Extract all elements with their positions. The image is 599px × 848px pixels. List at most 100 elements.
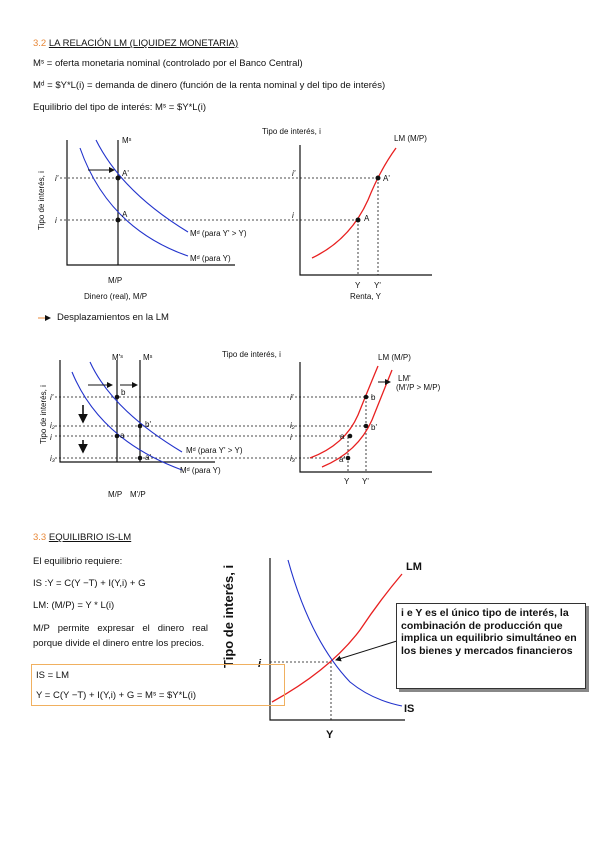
curve [309,365,379,459]
label: i [55,216,57,225]
point [137,423,143,429]
section-title: EQUILIBRIO IS-LM [48,532,132,543]
label: M'/P [130,490,146,499]
figure-islm: Tipo de interés, i LM IS i Y [221,558,422,741]
figure-shift-left: M'ˢ Mˢ Tipo de interés, i i' i₂ i i₃ b b… [39,353,372,499]
label: i' [290,393,294,402]
y-axis-label: Tipo de interés, i [37,171,46,230]
label: (M'/P > M/P) [396,383,441,392]
label: i₂ [50,421,55,430]
curve [60,177,380,275]
curve [269,558,405,721]
label: i' [55,174,59,183]
section-number: 3.2 [33,38,47,49]
paragraph: M/P permite expresar el dinero real porq… [33,623,208,649]
label: LM' [398,374,411,383]
label: Tipo de interés, i [222,350,281,359]
label: a [340,432,345,441]
label: i₃ [50,454,55,463]
curve [287,559,403,707]
y-axis-label: Tipo de interés, i [221,565,236,668]
label: Mᵈ (para Y' > Y) [186,446,243,455]
label: a [120,431,125,440]
curve [299,145,432,276]
label: i₂ [290,421,295,430]
curve [321,369,393,468]
label: i [290,433,292,442]
text-line: Equilibrio del tipo de interés: Mˢ = $Y*… [33,102,206,113]
section-heading: 3.3 EQUILIBRIO IS-LM [33,532,131,543]
label: b [121,388,126,397]
label: M'ˢ [112,353,123,362]
point [363,394,369,400]
curve [270,661,332,720]
curve [71,371,183,471]
curve [271,573,403,703]
label: A' [122,169,129,178]
curve [66,140,235,266]
text-line: Mᵈ = $Y*L(i) = demanda de dinero (funció… [33,80,386,91]
curve [299,362,432,473]
label: M/P [108,276,122,285]
point [114,394,120,400]
label: Y [355,281,361,290]
curve [89,361,183,453]
figure-lm-left: Mˢ Tipo de interés, i i' i A' A Mᵈ (para… [37,136,380,301]
label: LM (M/P) [394,134,427,143]
curve [55,396,372,472]
text-line: El equilibrio requiere: [33,556,123,567]
label: A [122,210,128,219]
label: M/P [108,490,122,499]
label: Y [344,477,350,486]
callout: i e Y es el único tipo de interés, la co… [396,603,586,689]
section-number: 3.3 [33,532,47,543]
highlight-box: IS = LM Y = C(Y −T) + I(Y,i) + G = Mˢ = … [31,664,285,706]
label: A [364,214,370,223]
label: Mˢ [143,353,153,362]
point [115,175,121,181]
curve [311,147,397,259]
label: i' [292,169,296,178]
label: Y' [362,477,369,486]
label: Y [326,729,334,741]
label: Tipo de interés, i [262,127,321,136]
point [137,455,143,461]
label: i [292,211,294,220]
label: Mᵈ (para Y' > Y) [190,229,247,238]
point [375,175,381,181]
label: a' [145,453,151,462]
text-line: Mˢ = oferta monetaria nominal (controlad… [33,58,303,69]
label: IS [404,703,414,715]
section-heading: 3.2 LA RELACIÓN LM (LIQUIDEZ MONETARIA) [33,38,238,49]
text-line: IS = LM [36,670,69,681]
point [363,423,369,429]
point [355,217,361,223]
text-line: IS :Y = C(Y −T) + I(Y,i) + G [33,578,146,589]
point [114,433,120,439]
label: Y' [374,281,381,290]
text-line: Y = C(Y −T) + I(Y,i) + G = Mˢ = $Y*L(i) [36,690,197,701]
point [347,433,353,439]
label: i' [50,393,54,402]
y-axis-label: Tipo de interés, i [39,385,48,444]
point [345,455,351,461]
label: i [50,433,52,442]
figure-shift-right: Tipo de interés, i LM (M/P) LM' (M'/P > … [222,350,441,486]
label: b' [371,423,377,432]
text-line: LM: (M/P) = Y * L(i) [33,600,115,611]
label: Mᵈ (para Y) [190,254,231,263]
curve [79,147,189,257]
point [115,217,121,223]
label: LM (M/P) [378,353,411,362]
curve [95,139,189,233]
label: Mᵈ (para Y) [180,466,221,475]
label: Mˢ [122,136,132,145]
x-axis-label: Dinero (real), M/P [84,292,147,301]
label: b [371,393,376,402]
label: A' [383,174,390,183]
label: a' [339,455,345,464]
section-title: LA RELACIÓN LM (LIQUIDEZ MONETARIA) [48,38,239,49]
x-axis-label: Renta, Y [350,292,382,301]
